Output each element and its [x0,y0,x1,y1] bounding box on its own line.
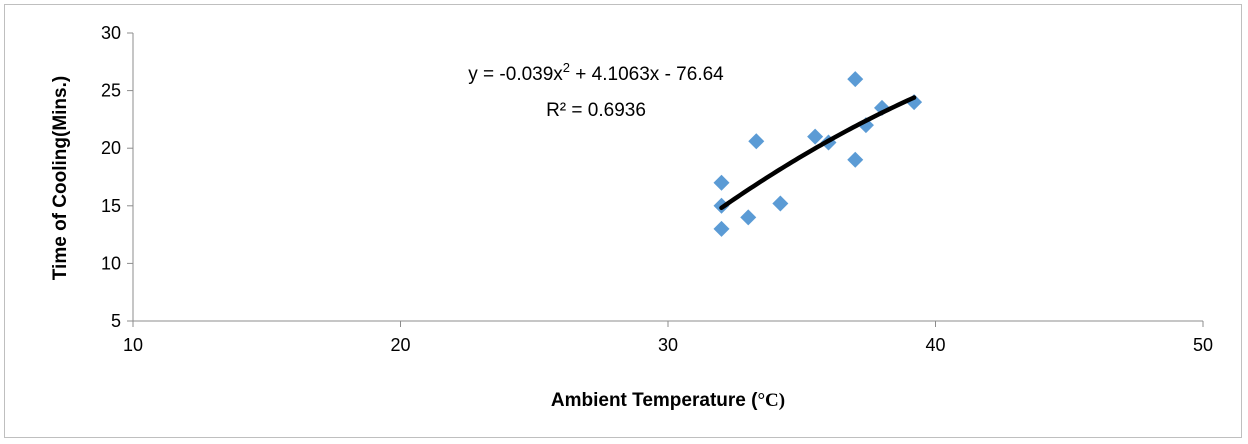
y-tick-label: 15 [101,196,121,216]
data-points [713,71,923,237]
chart-frame [4,4,1242,438]
x-tick-label: 20 [390,335,410,355]
data-point [713,174,730,191]
data-point [748,133,765,150]
y-tick-label: 10 [101,253,121,273]
x-tick-label: 30 [658,335,678,355]
x-tick-label: 50 [1193,335,1213,355]
trendline-equation: y = -0.039x2 + 4.1063x - 76.64 [468,60,724,85]
data-point [807,128,824,145]
data-point [713,220,730,237]
y-tick-label: 30 [101,23,121,43]
trendline [719,95,917,211]
data-point [740,209,757,226]
r-squared-label: R² = 0.6936 [546,100,646,121]
y-tick-label: 5 [111,311,121,331]
data-point [847,71,864,88]
y-axis-title: Time of Cooling(Mins.) [50,76,71,280]
y-ticks: 5 10 15 20 25 30 [101,23,133,331]
data-point [847,151,864,168]
x-axis-title: Ambient Temperature (°C) [551,390,785,411]
x-tick-label: 40 [925,335,945,355]
x-tick-label: 10 [123,335,143,355]
y-tick-label: 20 [101,138,121,158]
x-ticks: 10 20 30 40 50 [123,321,1213,355]
y-tick-label: 25 [101,81,121,101]
data-point [772,195,789,212]
